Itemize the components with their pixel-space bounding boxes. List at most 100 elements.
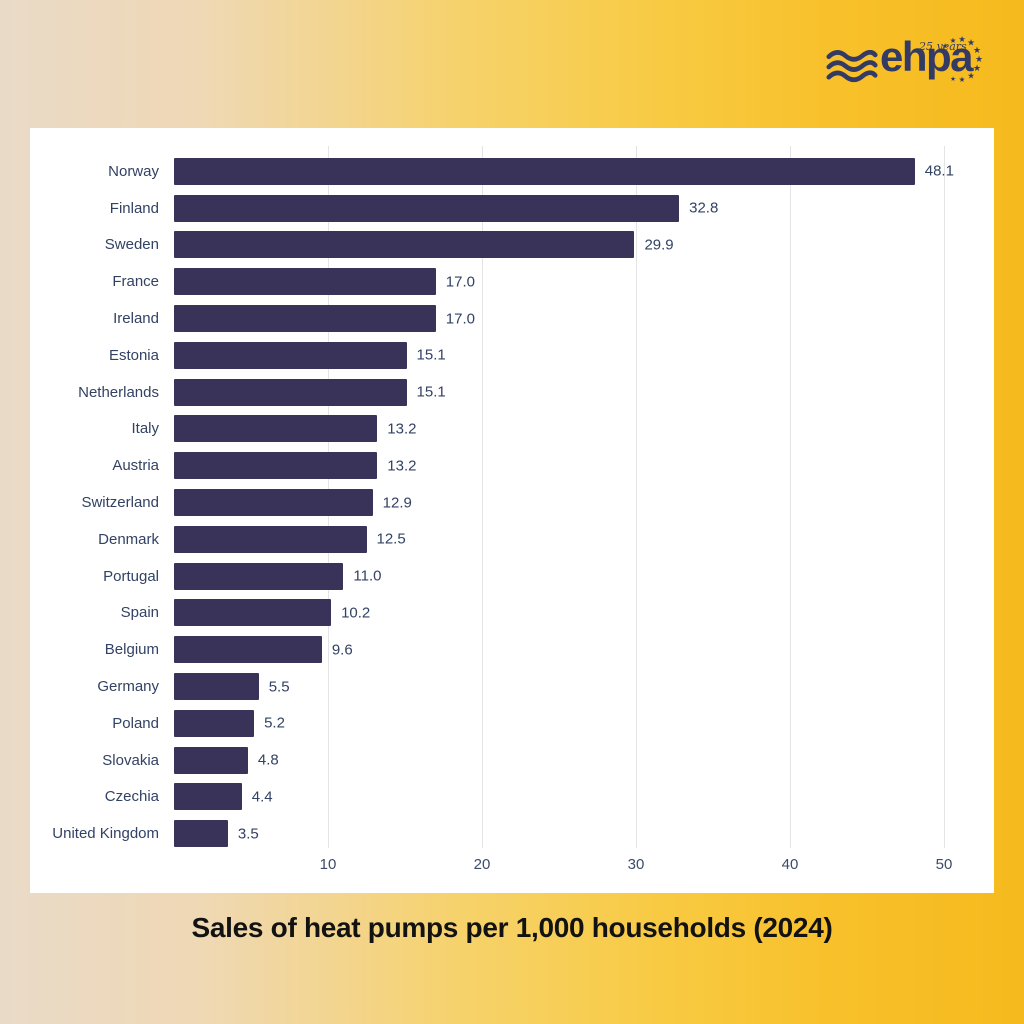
svg-text:★: ★ [975,55,983,65]
svg-text:★: ★ [942,42,948,50]
bar [174,415,378,443]
gridline [790,146,791,848]
bar-track: 12.5 [174,525,994,553]
x-tick-label: 20 [473,856,491,873]
bar-row: Finland 32.8 [30,190,994,227]
x-tick-label: 40 [781,856,799,873]
bar-row: Estonia 15.1 [30,337,994,374]
bar-row: Sweden 29.9 [30,227,994,264]
category-label: Poland [112,714,159,732]
bar-track: 4.4 [174,783,994,811]
x-tick-label: 30 [627,856,645,873]
bar-track: 11.0 [174,562,994,590]
bar [174,783,242,811]
bar-track: 17.0 [174,268,994,296]
bar-row: Denmark 12.5 [30,521,994,558]
svg-text:★: ★ [967,39,975,49]
category-label: Spain [120,604,159,622]
bar [174,231,635,259]
bar [174,157,915,185]
bar-track: 32.8 [174,194,994,222]
value-label: 29.9 [644,236,674,254]
category-label: United Kingdom [52,825,159,843]
category-label: France [112,273,159,291]
bar [174,268,436,296]
bar [174,599,332,627]
category-label: Estonia [108,346,159,364]
bar-track: 13.2 [174,452,994,480]
category-label: Portugal [103,567,159,585]
category-label: Sweden [104,236,159,254]
x-tick-label: 10 [319,856,337,873]
category-label: Italy [131,420,159,438]
bar-track: 3.5 [174,820,994,848]
bar-track: 15.1 [174,341,994,369]
waves-icon [826,50,878,83]
bar-row: France 17.0 [30,263,994,300]
value-label: 4.4 [251,788,273,806]
value-label: 17.0 [445,310,475,328]
bar-row: Spain 10.2 [30,595,994,632]
value-label: 12.5 [376,530,406,548]
bar-row: Ireland 17.0 [30,300,994,337]
bar [174,378,407,406]
category-label: Netherlands [78,383,159,401]
bar-track: 5.5 [174,673,994,701]
ehpa-logo: ehpa 25 years ★ ★ ★ ★ ★ ★ ★ ★ ★ ★ [826,28,986,92]
bar-track: 5.2 [174,709,994,737]
value-label: 15.1 [416,346,446,364]
svg-text:★: ★ [959,75,966,84]
bar [174,452,378,480]
bar-row: United Kingdom 3.5 [30,815,994,852]
bar-track: 15.1 [174,378,994,406]
category-label: Austria [112,457,159,475]
svg-text:★: ★ [950,36,957,45]
chart-panel: Norway 48.1 Finland 32.8 Sweden 29.9 France 17.… [30,128,994,893]
value-label: 15.1 [416,383,446,401]
value-label: 11.0 [353,567,382,585]
category-label: Slovakia [102,751,159,769]
svg-text:★: ★ [973,64,981,74]
bar-row: Norway 48.1 [30,153,994,190]
bar-row: Switzerland 12.9 [30,484,994,521]
bar-rows: Norway 48.1 Finland 32.8 Sweden 29.9 France 17.… [30,153,994,852]
bar-track: 10.2 [174,599,994,627]
svg-text:★: ★ [973,46,981,56]
bar-row: Portugal 11.0 [30,558,994,595]
bar-row: Italy 13.2 [30,411,994,448]
category-label: Denmark [98,530,159,548]
value-label: 10.2 [341,604,371,622]
bar [174,673,259,701]
category-label: Norway [108,162,159,180]
value-label: 32.8 [689,199,719,217]
category-label: Germany [97,678,159,696]
bar [174,525,367,553]
bar-track: 13.2 [174,415,994,443]
logo-brand-text: ehpa [880,33,974,80]
bar-track: 48.1 [174,157,994,185]
gridline [944,146,945,848]
category-label: Switzerland [81,494,159,512]
value-label: 13.2 [387,420,417,438]
svg-text:★: ★ [958,35,966,45]
bar [174,709,255,737]
bar [174,489,373,517]
category-label: Belgium [104,641,159,659]
bar-track: 29.9 [174,231,994,259]
bar-row: Slovakia 4.8 [30,742,994,779]
bar [174,341,407,369]
stars-icon: ★ ★ ★ ★ ★ ★ ★ ★ ★ ★ [942,35,983,84]
bar-row: Czechia 4.4 [30,779,994,816]
value-label: 5.2 [264,714,285,732]
category-label: Czechia [104,788,159,806]
bar-row: Netherlands 15.1 [30,374,994,411]
value-label: 5.5 [268,678,290,696]
value-label: 9.6 [331,641,353,659]
gridline [482,146,483,848]
bar-track: 9.6 [174,636,994,664]
gridline [636,146,637,848]
bar [174,746,248,774]
bar-track: 12.9 [174,489,994,517]
svg-text:★: ★ [950,75,956,83]
bar [174,636,322,664]
